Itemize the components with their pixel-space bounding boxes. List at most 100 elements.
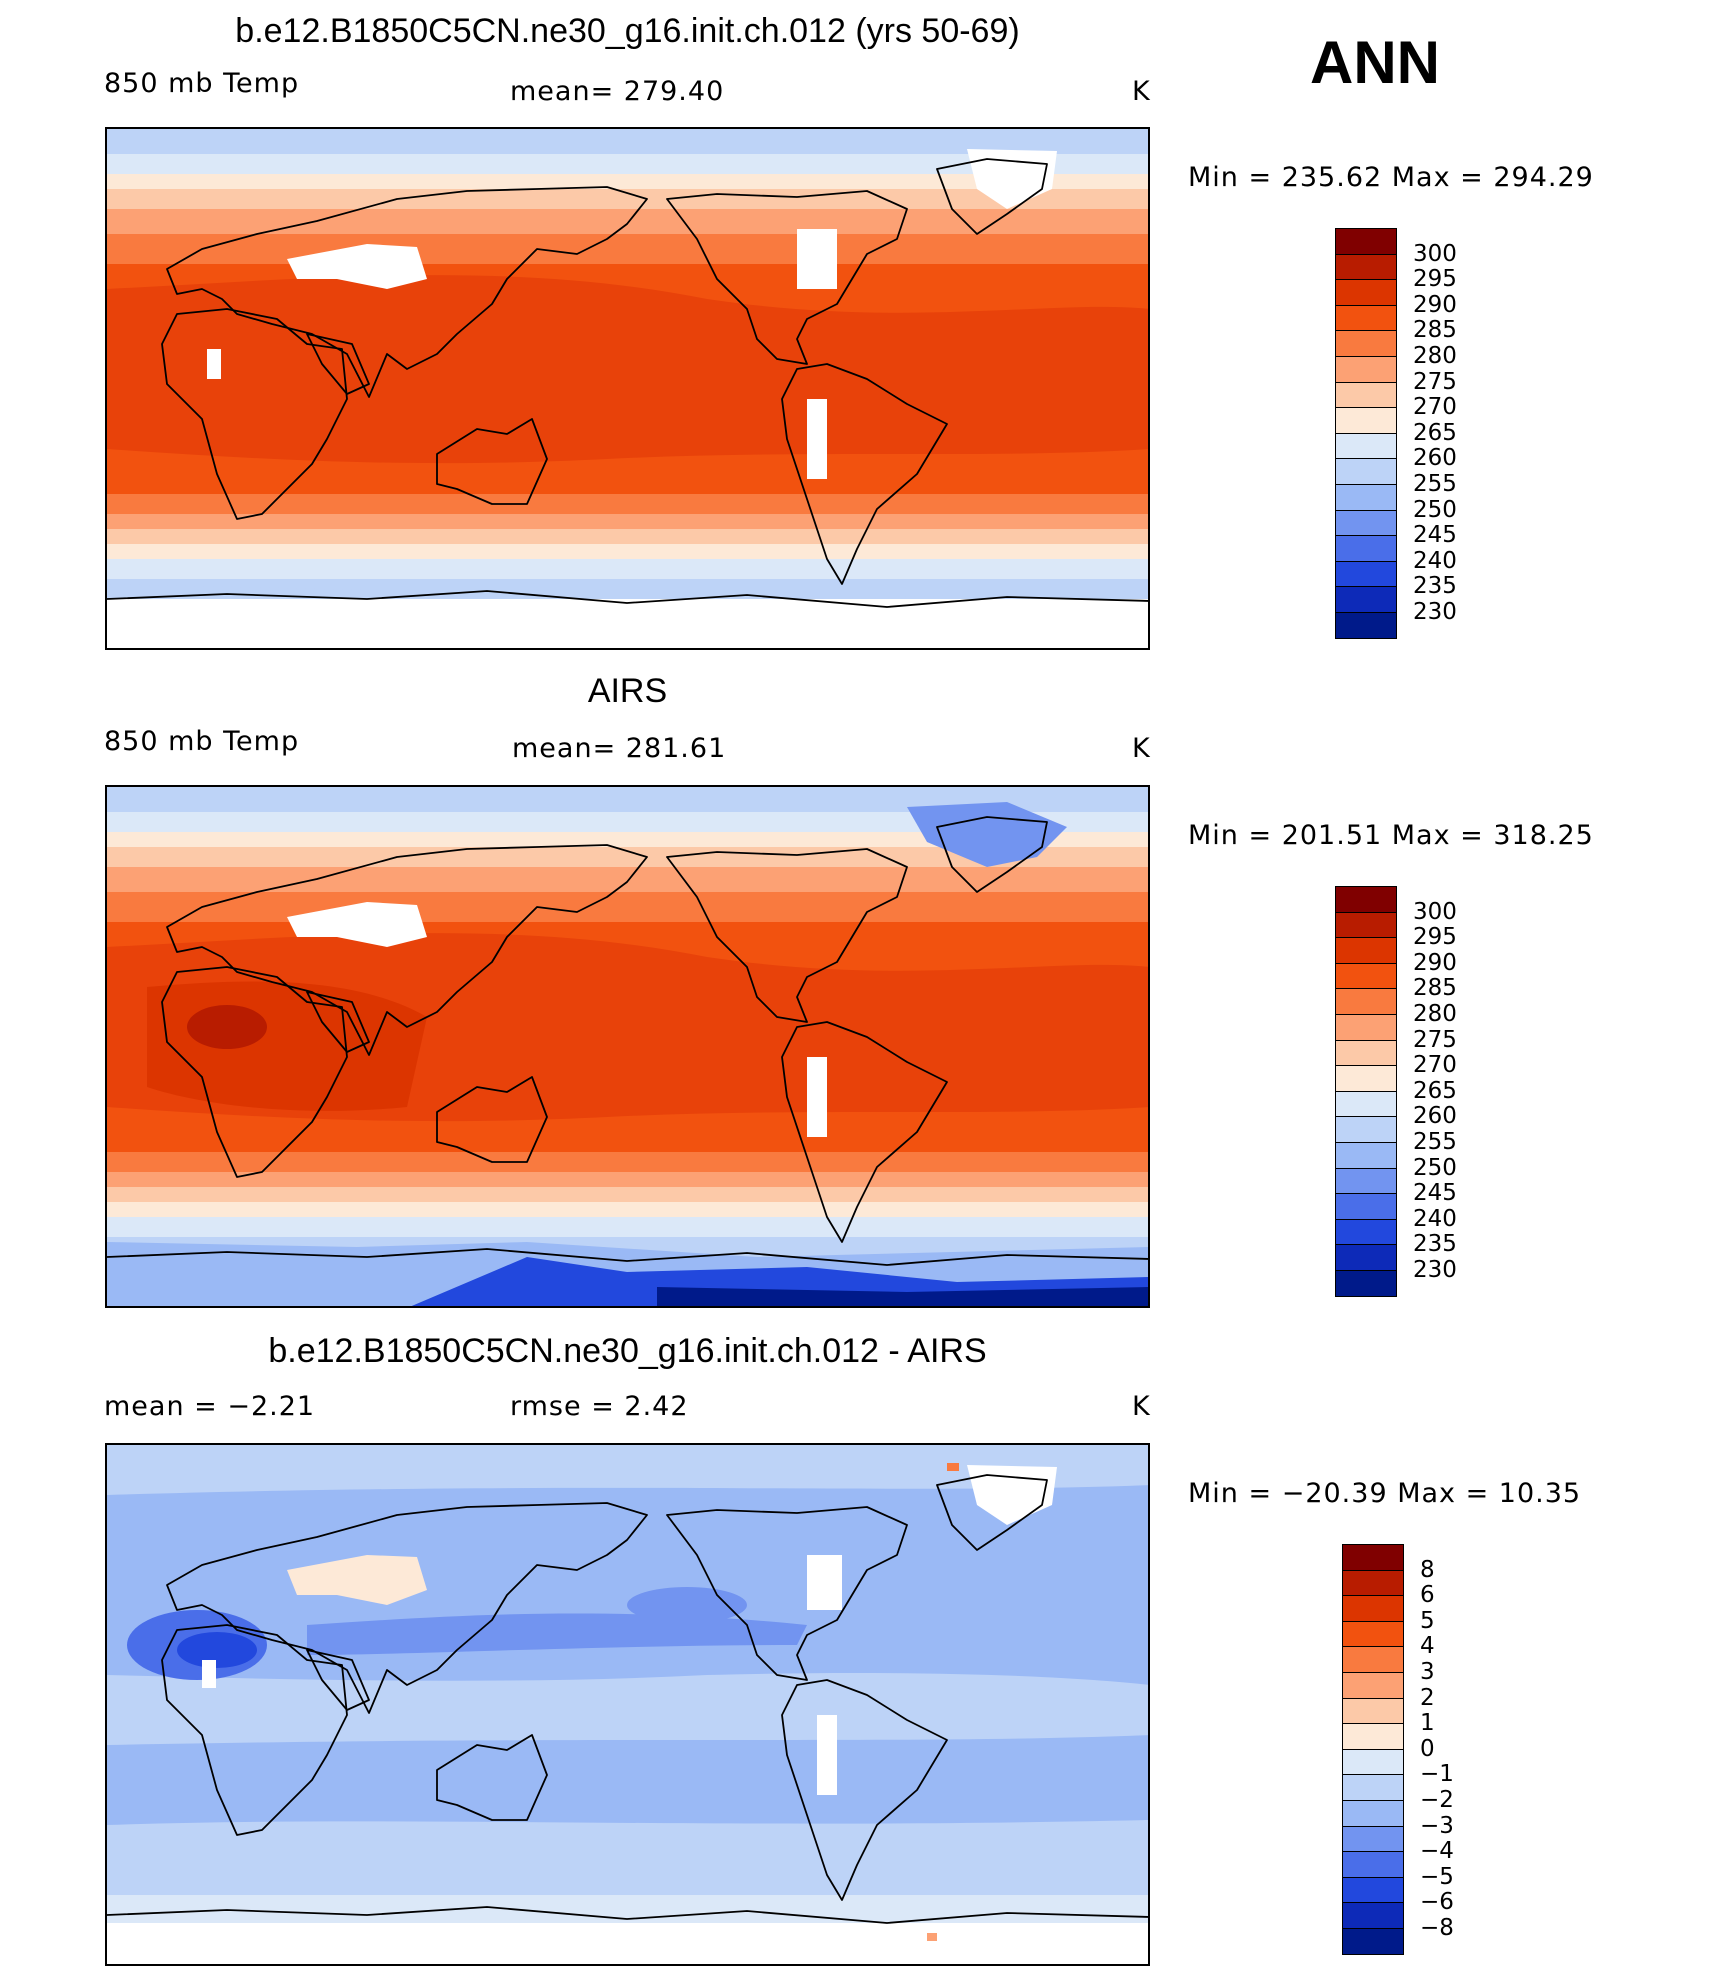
panel-left-label-obs: 850 mb Temp [104, 726, 300, 757]
colorbar-tick-label: 4 [1420, 1633, 1435, 1660]
colorbar-tick-label: 255 [1413, 471, 1457, 497]
minmax-obs: Min = 201.51 Max = 318.25 [1188, 820, 1594, 851]
colorbar-tick-label: 265 [1413, 419, 1457, 446]
colorbar-tick-label: 275 [1413, 1026, 1457, 1053]
colorbar-segment [1335, 432, 1397, 460]
map-diff [105, 1443, 1150, 1966]
colorbar-tick-label: −2 [1420, 1787, 1454, 1813]
colorbar-segment [1342, 1620, 1404, 1648]
colorbar-segment [1342, 1569, 1404, 1597]
colorbar-segment [1335, 1116, 1397, 1143]
colorbar-tick-label: 285 [1413, 317, 1457, 344]
colorbar-segment [1335, 535, 1397, 562]
colorbar-segment [1335, 586, 1397, 613]
panel-rmse-label-diff: rmse = 2.42 [510, 1391, 689, 1422]
colorbar-tick-label: 275 [1413, 368, 1457, 395]
colorbar-tick-label: 6 [1420, 1582, 1435, 1609]
panel-units-obs: K [1132, 733, 1151, 764]
colorbar-tick-label: −6 [1420, 1889, 1454, 1916]
colorbar-segment [1335, 407, 1397, 434]
colorbar-segment [1342, 1876, 1404, 1904]
colorbar-tick-label: 250 [1413, 496, 1457, 523]
colorbar-tick-label: 1 [1420, 1710, 1435, 1737]
colorbar-segment [1335, 1193, 1397, 1220]
colorbar-segment [1342, 1748, 1404, 1776]
colorbar-segment [1335, 1244, 1397, 1271]
colorbar-tick-label: 300 [1413, 898, 1457, 925]
colorbar-segment [1342, 1851, 1404, 1878]
colorbar-segment [1335, 1167, 1397, 1195]
colorbar-segment [1342, 1544, 1404, 1571]
colorbar-tick-label: 230 [1413, 599, 1457, 625]
colorbar-tick-label: 280 [1413, 343, 1457, 369]
colorbar-tick-label: 250 [1413, 1154, 1457, 1181]
panel-units-model: K [1132, 76, 1151, 107]
colorbar-segment [1335, 886, 1397, 913]
colorbar-tick-label: 5 [1420, 1607, 1435, 1634]
map-model [105, 127, 1150, 650]
colorbar-tick-label: 245 [1413, 522, 1457, 549]
colorbar-tick-label: 260 [1413, 445, 1457, 472]
colorbar-tick-label: 295 [1413, 266, 1457, 293]
colorbar-tick-label: 280 [1413, 1001, 1457, 1027]
colorbar-segment [1342, 1800, 1404, 1827]
colorbar-tick-label: 230 [1413, 1257, 1457, 1283]
colorbar-segment [1335, 1142, 1397, 1169]
colorbar-segment [1342, 1646, 1404, 1673]
colorbar-segment [1335, 1090, 1397, 1118]
colorbar-tick-label: 265 [1413, 1077, 1457, 1104]
colorbar-segment [1335, 279, 1397, 306]
minmax-model: Min = 235.62 Max = 294.29 [1188, 162, 1594, 193]
colorbar-segment [1335, 484, 1397, 511]
colorbar-tick-label: 3 [1420, 1659, 1435, 1685]
colorbar-tick-label: 295 [1413, 924, 1457, 951]
colorbar-segment [1335, 560, 1397, 588]
colorbar-segment [1335, 509, 1397, 537]
colorbar-segment [1335, 330, 1397, 357]
colorbar-segment [1335, 937, 1397, 964]
colorbar-segment [1335, 988, 1397, 1015]
minmax-diff: Min = −20.39 Max = 10.35 [1188, 1478, 1582, 1509]
colorbar-segment [1335, 458, 1397, 485]
colorbar-segment [1335, 1218, 1397, 1246]
colorbar-tick-label: −1 [1420, 1761, 1454, 1788]
colorbar-tick-label: 235 [1413, 573, 1457, 600]
colorbar-tick-label: 8 [1420, 1556, 1435, 1583]
map-obs [105, 785, 1150, 1308]
panel-mean-label-obs: mean= 281.61 [512, 733, 727, 764]
panel-units-diff: K [1132, 1391, 1151, 1422]
colorbar-segment [1342, 1902, 1404, 1929]
colorbar-segment [1342, 1774, 1404, 1801]
colorbar-tick-label: 290 [1413, 949, 1457, 976]
panel-title-obs: AIRS [587, 672, 668, 710]
colorbar-segment [1335, 612, 1397, 639]
colorbar-tick-label: 270 [1413, 394, 1457, 421]
colorbar-segment [1342, 1723, 1404, 1750]
colorbar-segment [1342, 1697, 1404, 1725]
colorbar-tick-label: 235 [1413, 1231, 1457, 1258]
colorbar-tick-label: −5 [1420, 1863, 1454, 1890]
colorbar-tick-label: 270 [1413, 1052, 1457, 1079]
colorbar-tick-label: 240 [1413, 1205, 1457, 1232]
colorbar-segment [1342, 1825, 1404, 1853]
colorbar-segment [1335, 911, 1397, 939]
colorbar-segment [1335, 253, 1397, 281]
colorbar-tick-label: 260 [1413, 1103, 1457, 1130]
panel-left-label-model: 850 mb Temp [104, 68, 300, 99]
colorbar-segment [1335, 1270, 1397, 1297]
colorbar-segment [1342, 1672, 1404, 1699]
colorbar-segment [1335, 1039, 1397, 1067]
panel-title-model: b.e12.B1850C5CN.ne30_g16.init.ch.012 (yr… [235, 12, 1020, 50]
colorbar-tick-label: −4 [1420, 1838, 1454, 1865]
panel-mean-label-diff: mean = −2.21 [104, 1391, 316, 1422]
colorbar-tick-label: 245 [1413, 1180, 1457, 1207]
colorbar-segment [1342, 1928, 1404, 1955]
colorbar-segment [1342, 1595, 1404, 1622]
colorbar-tick-label: −3 [1420, 1812, 1454, 1839]
colorbar-tick-label: 0 [1420, 1735, 1435, 1762]
colorbar-segment [1335, 356, 1397, 383]
colorbar-segment [1335, 962, 1397, 990]
colorbar-segment [1335, 1065, 1397, 1092]
colorbar-tick-label: 255 [1413, 1129, 1457, 1155]
colorbar-tick-label: 290 [1413, 291, 1457, 318]
